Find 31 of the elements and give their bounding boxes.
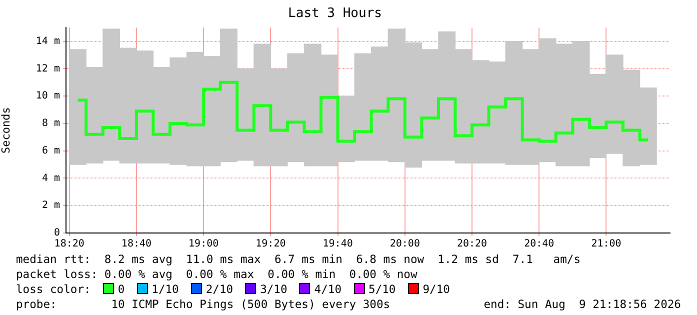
legend-label: 2/10 — [206, 283, 234, 296]
legend-label: 4/10 — [314, 283, 342, 296]
y-axis-title: Seconds — [0, 107, 12, 154]
x-tick-label: 19:40 — [322, 238, 353, 250]
x-tick-label: 19:00 — [188, 238, 219, 250]
legend-label: 0 — [118, 283, 125, 296]
legend-label: 1/10 — [152, 283, 179, 296]
x-tick-label: 19:20 — [256, 238, 286, 250]
y-tick-label: 0 — [54, 228, 60, 239]
y-tick-label: 4 m — [42, 172, 60, 184]
x-tick-label: 20:20 — [456, 238, 488, 250]
legend-title: loss color: — [16, 283, 91, 296]
text: probe: 10 ICMP Echo Pings (500 Bytes) every 300s — [16, 298, 390, 312]
text: median rtt: 8.2 ms avg 11.0 ms max 6.7 ms min 6.8 ms now 1.2 ms sd 7.1 am/s — [16, 253, 581, 267]
y-tick-label: 8 m — [42, 118, 60, 130]
text: end: Sun Aug 9 21:18:56 2026 — [484, 298, 681, 312]
y-tick-label: 12 m — [36, 63, 60, 74]
x-tick-label: 18:20 — [54, 238, 84, 250]
text: packet loss: 0.00 % avg 0.00 % max 0.00 % min 0.00 % now — [16, 268, 418, 282]
y-tick-label: 10 m — [36, 90, 60, 102]
y-tick-label: 2 m — [42, 200, 60, 212]
legend-label: 3/10 — [260, 283, 288, 296]
y-tick-label: 6 m — [42, 145, 60, 156]
legend-label: 9/10 — [422, 283, 450, 296]
x-tick-label: 20:00 — [390, 238, 420, 250]
x-tick-label: 18:40 — [121, 238, 152, 250]
x-tick-label: 21:00 — [591, 238, 622, 250]
x-tick-label: 20:40 — [524, 238, 554, 250]
y-tick-label: 14 m — [36, 36, 60, 47]
legend-label: 5/10 — [368, 283, 396, 296]
chart-title: Last 3 Hours — [288, 6, 382, 22]
